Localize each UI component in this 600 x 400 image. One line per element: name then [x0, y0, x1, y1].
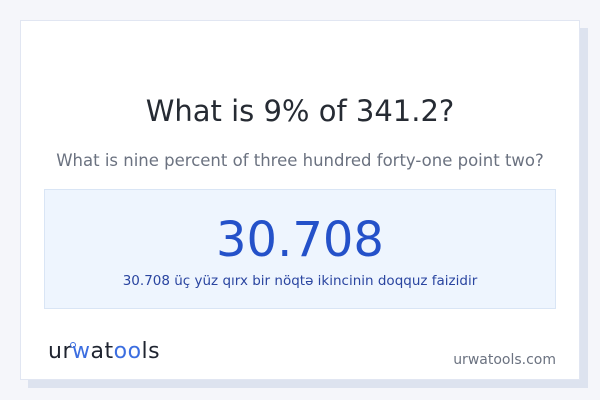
result-card: What is 9% of 341.2? What is nine percen… — [20, 20, 580, 380]
result-box: 30.708 30.708 üç yüz qırx bir nöqtə ikin… — [44, 189, 556, 309]
result-value: 30.708 — [216, 212, 384, 268]
page-subtitle: What is nine percent of three hundred fo… — [56, 151, 544, 170]
result-words: 30.708 üç yüz qırx bir nöqtə ikincinin d… — [122, 273, 478, 289]
site-domain: urwatools.com — [453, 352, 556, 368]
page-title: What is 9% of 341.2? — [145, 94, 455, 128]
urwatools-logo: urwatools — [48, 339, 161, 364]
